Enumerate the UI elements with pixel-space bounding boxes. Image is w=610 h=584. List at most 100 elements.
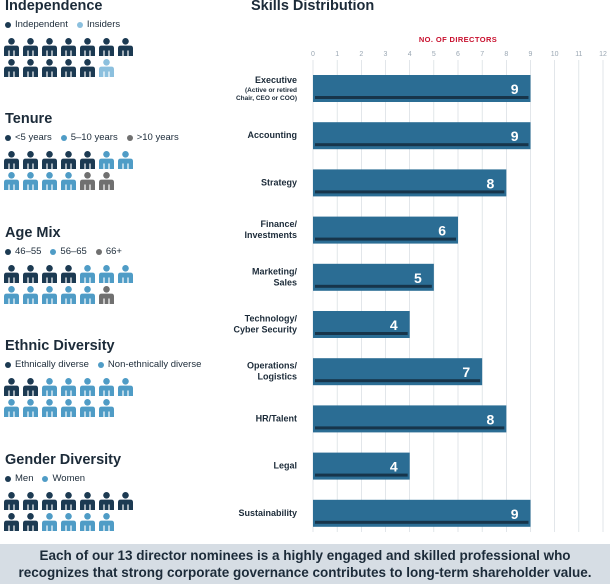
bar-shadow [315,237,456,241]
person-icon [22,399,39,417]
data-label: 6 [438,223,446,239]
person-icon [98,265,115,283]
legend-item: Non-ethnically diverse [97,359,202,370]
legend-label: 66+ [105,246,122,257]
data-label: 4 [390,317,398,333]
x-tick-label: 9 [529,51,533,58]
person-icon [3,59,20,77]
legend-label: <5 years [15,132,52,143]
ethnic-diversity-pictogram-row [3,399,115,417]
category-label: Logistics [257,372,297,382]
data-label: 9 [511,128,519,144]
age-mix-pictogram-row [3,286,115,304]
gender-diversity-pictogram-row [3,513,115,531]
legend-item: 56–65 [50,246,87,257]
person-icon [41,378,58,396]
legend-dot-icon [5,21,11,28]
age-mix-pictogram-row [3,265,134,283]
person-icon [117,38,134,56]
person-icon [60,492,77,510]
person-icon [79,399,96,417]
legend-label: Independent [15,19,68,30]
person-icon [22,38,39,56]
bar-shadow [315,96,529,99]
person-icon [3,172,20,190]
age-mix-legend: 46–55 56–65 66+ [5,246,131,257]
legend-label: >10 years [136,132,179,143]
person-icon [79,59,96,77]
category-label: Technology/ [245,314,298,324]
person-icon [41,265,58,283]
independence-legend: Independent Insiders [5,19,129,30]
legend-dot-icon [5,134,11,141]
tenure-pictogram-row [3,172,115,190]
x-tick-label: 11 [575,51,582,58]
bar-shadow [315,473,408,477]
person-icon [117,378,134,396]
ethnic-diversity-title: Ethnic Diversity [5,338,115,354]
legend-dot-icon [126,134,133,141]
x-tick-label: 7 [480,51,484,58]
tenure-pictogram-row [3,151,134,169]
category-sublabel: (Active or retired [245,87,297,94]
x-tick-label: 3 [384,51,388,58]
legend-dot-icon [50,248,57,255]
gender-diversity-legend: Men Women [5,473,94,484]
person-icon [41,151,58,169]
category-label: Finance/ [260,219,297,229]
x-tick-label: 12 [599,51,607,58]
legend-label: Ethnically diverse [15,359,89,370]
gender-diversity-title: Gender Diversity [5,452,122,468]
person-icon [3,38,20,56]
person-icon [79,286,96,304]
person-icon [22,151,39,169]
category-label: Sales [273,277,297,287]
category-label: Marketing/ [252,266,298,276]
person-icon [3,513,20,531]
person-icon [98,172,115,190]
category-label: Accounting [248,130,298,140]
legend-label: Non-ethnically diverse [107,359,202,370]
legend-item: >10 years [126,132,179,143]
legend-dot-icon [42,475,49,482]
x-tick-label: 8 [504,51,508,58]
category-label: Sustainability [238,508,297,518]
x-axis-label: NO. OF DIRECTORS [419,35,497,44]
legend-item: 5–10 years [60,132,118,143]
person-icon [79,513,96,531]
person-icon [60,59,77,77]
data-label: 7 [462,364,470,380]
independence-pictogram-row [3,59,115,77]
x-tick-label: 1 [335,51,339,58]
bar-shadow [315,379,481,383]
person-icon [3,265,20,283]
person-icon [79,492,96,510]
legend-item: Insiders [76,19,120,30]
legend-item: Men [5,473,33,484]
x-tick-label: 10 [551,51,559,58]
x-tick-label: 0 [311,51,315,58]
legend-dot-icon [5,361,11,368]
footer-statement: Each of our 13 director nominees is a hi… [0,544,610,584]
person-icon [98,513,115,531]
data-label: 4 [390,459,398,475]
legend-label: Men [15,473,34,484]
bar-shadow [315,190,505,194]
bar-shadow [315,284,432,288]
legend-label: 5–10 years [70,132,118,143]
person-icon [3,399,20,417]
data-label: 8 [487,175,495,191]
person-icon [22,59,39,77]
x-tick-label: 5 [432,51,436,58]
person-icon [79,38,96,56]
person-icon [22,513,39,531]
category-label: HR/Talent [256,413,297,423]
x-tick-label: 6 [456,51,460,58]
person-icon [41,513,58,531]
person-icon [41,59,58,77]
gender-diversity-pictogram-row [3,492,134,510]
legend-item: 46–55 [5,246,41,257]
person-icon [41,492,58,510]
person-icon [98,399,115,417]
person-icon [79,151,96,169]
